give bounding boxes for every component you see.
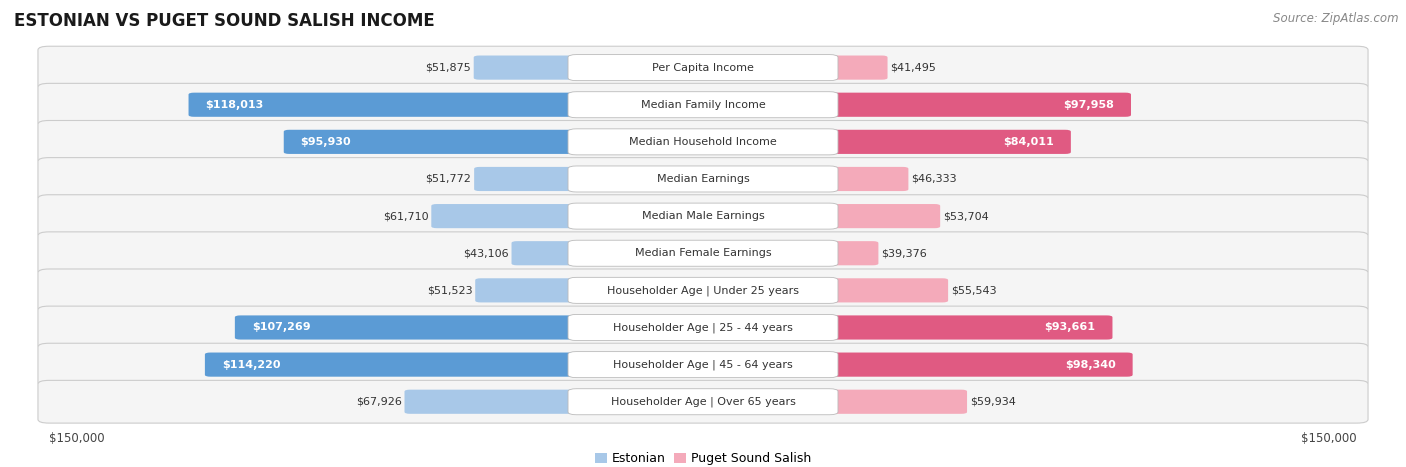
FancyBboxPatch shape xyxy=(38,306,1368,349)
FancyBboxPatch shape xyxy=(697,56,887,80)
Text: $67,926: $67,926 xyxy=(356,397,402,407)
FancyBboxPatch shape xyxy=(38,46,1368,89)
Text: Median Family Income: Median Family Income xyxy=(641,100,765,110)
FancyBboxPatch shape xyxy=(568,240,838,266)
Text: $46,333: $46,333 xyxy=(911,174,957,184)
FancyBboxPatch shape xyxy=(697,389,967,414)
Text: Householder Age | Under 25 years: Householder Age | Under 25 years xyxy=(607,285,799,296)
Text: $95,930: $95,930 xyxy=(301,137,352,147)
Text: $51,875: $51,875 xyxy=(425,63,471,72)
FancyBboxPatch shape xyxy=(38,269,1368,312)
Text: Median Female Earnings: Median Female Earnings xyxy=(634,248,772,258)
FancyBboxPatch shape xyxy=(697,204,941,228)
Text: $59,934: $59,934 xyxy=(970,397,1015,407)
FancyBboxPatch shape xyxy=(697,353,1133,377)
FancyBboxPatch shape xyxy=(697,130,1071,154)
FancyBboxPatch shape xyxy=(568,314,838,340)
FancyBboxPatch shape xyxy=(284,130,709,154)
Legend: Estonian, Puget Sound Salish: Estonian, Puget Sound Salish xyxy=(595,453,811,466)
FancyBboxPatch shape xyxy=(568,129,838,155)
FancyBboxPatch shape xyxy=(474,56,709,80)
Text: $39,376: $39,376 xyxy=(882,248,927,258)
Text: Source: ZipAtlas.com: Source: ZipAtlas.com xyxy=(1274,12,1399,25)
FancyBboxPatch shape xyxy=(38,157,1368,200)
Text: Householder Age | Over 65 years: Householder Age | Over 65 years xyxy=(610,396,796,407)
Text: Householder Age | 45 - 64 years: Householder Age | 45 - 64 years xyxy=(613,360,793,370)
Text: Per Capita Income: Per Capita Income xyxy=(652,63,754,72)
FancyBboxPatch shape xyxy=(188,92,709,117)
Text: $118,013: $118,013 xyxy=(205,100,264,110)
FancyBboxPatch shape xyxy=(568,352,838,378)
Text: $114,220: $114,220 xyxy=(222,360,280,369)
FancyBboxPatch shape xyxy=(38,380,1368,423)
Text: $93,661: $93,661 xyxy=(1045,323,1095,333)
Text: Householder Age | 25 - 44 years: Householder Age | 25 - 44 years xyxy=(613,322,793,333)
Text: $150,000: $150,000 xyxy=(1301,432,1357,446)
Text: $150,000: $150,000 xyxy=(49,432,105,446)
FancyBboxPatch shape xyxy=(568,203,838,229)
Text: $51,772: $51,772 xyxy=(426,174,471,184)
FancyBboxPatch shape xyxy=(568,277,838,304)
FancyBboxPatch shape xyxy=(38,120,1368,163)
Text: Median Household Income: Median Household Income xyxy=(628,137,778,147)
FancyBboxPatch shape xyxy=(697,241,879,265)
FancyBboxPatch shape xyxy=(38,232,1368,275)
Text: $84,011: $84,011 xyxy=(1004,137,1054,147)
Text: Median Male Earnings: Median Male Earnings xyxy=(641,211,765,221)
FancyBboxPatch shape xyxy=(568,92,838,118)
FancyBboxPatch shape xyxy=(697,315,1112,340)
FancyBboxPatch shape xyxy=(432,204,709,228)
FancyBboxPatch shape xyxy=(235,315,709,340)
FancyBboxPatch shape xyxy=(38,83,1368,126)
FancyBboxPatch shape xyxy=(697,167,908,191)
FancyBboxPatch shape xyxy=(205,353,709,377)
FancyBboxPatch shape xyxy=(568,389,838,415)
Text: $43,106: $43,106 xyxy=(463,248,509,258)
Text: $41,495: $41,495 xyxy=(890,63,936,72)
FancyBboxPatch shape xyxy=(38,195,1368,238)
FancyBboxPatch shape xyxy=(405,389,709,414)
Text: $53,704: $53,704 xyxy=(943,211,988,221)
Text: ESTONIAN VS PUGET SOUND SALISH INCOME: ESTONIAN VS PUGET SOUND SALISH INCOME xyxy=(14,12,434,30)
Text: $55,543: $55,543 xyxy=(950,285,997,295)
Text: $61,710: $61,710 xyxy=(382,211,429,221)
FancyBboxPatch shape xyxy=(512,241,709,265)
Text: Median Earnings: Median Earnings xyxy=(657,174,749,184)
Text: $51,523: $51,523 xyxy=(427,285,472,295)
Text: $98,340: $98,340 xyxy=(1064,360,1116,369)
FancyBboxPatch shape xyxy=(38,343,1368,386)
FancyBboxPatch shape xyxy=(475,278,709,303)
Text: $107,269: $107,269 xyxy=(252,323,311,333)
FancyBboxPatch shape xyxy=(568,55,838,81)
FancyBboxPatch shape xyxy=(697,92,1130,117)
FancyBboxPatch shape xyxy=(474,167,709,191)
FancyBboxPatch shape xyxy=(697,278,948,303)
FancyBboxPatch shape xyxy=(568,166,838,192)
Text: $97,958: $97,958 xyxy=(1063,100,1114,110)
